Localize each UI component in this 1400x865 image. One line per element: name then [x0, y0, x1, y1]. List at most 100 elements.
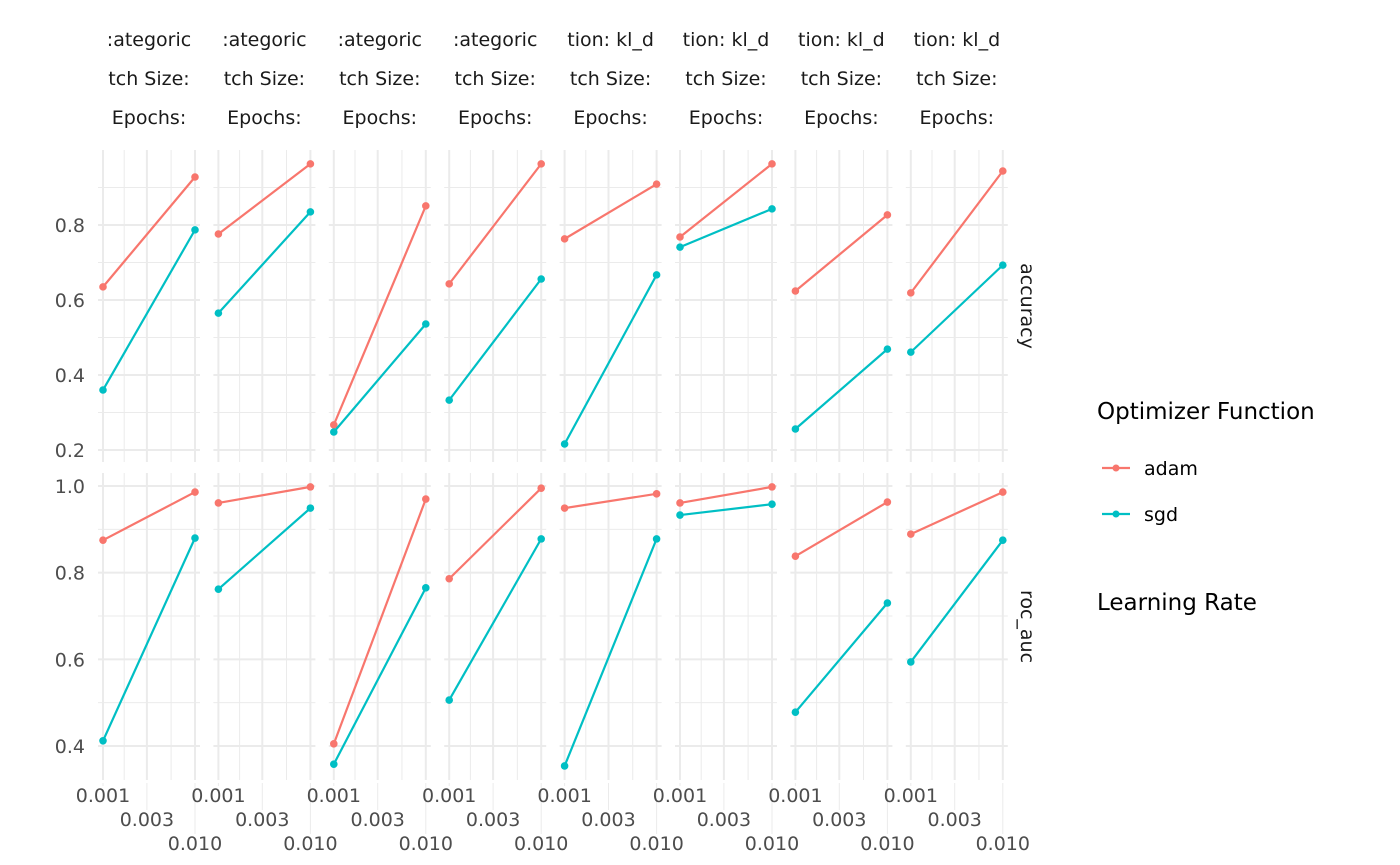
point-sgd — [999, 536, 1007, 544]
x-tick-label: 0.010 — [514, 833, 568, 855]
point-sgd — [191, 534, 199, 542]
line-adam — [794, 501, 888, 558]
line-adam — [332, 498, 427, 745]
strip-label: :ategoric — [338, 29, 422, 51]
line-sgd — [679, 207, 773, 249]
strip-label: tch Size: — [570, 68, 651, 90]
line-sgd — [217, 507, 312, 590]
point-sgd — [768, 500, 776, 509]
point-sgd — [791, 708, 800, 717]
point-sgd — [306, 208, 315, 216]
x-tick-label: 0.010 — [860, 833, 914, 855]
point-adam — [330, 421, 338, 429]
x-tick-label: 0.001 — [537, 785, 591, 807]
point-adam — [445, 280, 454, 288]
point-adam — [191, 488, 199, 496]
line-adam — [217, 163, 312, 235]
strip-label: :ategoric — [453, 29, 537, 51]
point-adam — [191, 173, 199, 181]
point-sgd — [560, 440, 569, 448]
point-adam — [445, 574, 454, 583]
point-adam — [560, 504, 569, 512]
point-adam — [306, 483, 315, 491]
line-adam — [448, 487, 542, 580]
point-sgd — [676, 511, 684, 519]
line-sgd — [679, 503, 773, 517]
point-adam — [907, 530, 915, 538]
strip-label: tch Size: — [108, 68, 189, 90]
line-adam — [102, 491, 196, 542]
panel-accuracy-7 — [790, 150, 893, 462]
x-tick-label: 0.010 — [283, 833, 337, 855]
point-sgd — [768, 205, 776, 213]
line-adam — [794, 214, 889, 292]
point-adam — [537, 160, 545, 168]
point-sgd — [537, 535, 545, 543]
point-sgd — [999, 261, 1007, 269]
strip-label: tch Size: — [455, 68, 536, 90]
y-tick-label: 0.6 — [55, 290, 85, 312]
y-tick-label: 0.4 — [55, 365, 85, 387]
legend-item-sgd: sgd — [1102, 504, 1178, 526]
strip-col-3: :ategoric tch Size: Epochs: — [338, 29, 422, 129]
legend-key-adam-point — [1112, 464, 1120, 472]
point-sgd — [191, 226, 199, 234]
row-strip-roc_auc: roc_auc — [1016, 590, 1038, 663]
point-adam — [537, 484, 545, 492]
y-tick-label: 0.2 — [55, 440, 85, 462]
point-sgd — [330, 760, 338, 768]
point-sgd — [676, 243, 684, 251]
strip-label: Epochs: — [458, 107, 532, 129]
y-tick-label: 0.8 — [55, 563, 85, 585]
x-tick-label: 0.001 — [653, 785, 707, 807]
x-tick-label: 0.010 — [976, 833, 1030, 855]
point-adam — [676, 233, 684, 241]
strip-label: Epochs: — [689, 107, 763, 129]
strip-col-1: :ategoric tch Size: Epochs: — [107, 29, 191, 129]
point-adam — [768, 160, 776, 168]
strip-label: tch Size: — [916, 68, 997, 90]
point-sgd — [306, 504, 315, 512]
strip-label: Epochs: — [343, 107, 417, 129]
point-adam — [791, 287, 800, 295]
strip-label: :ategoric — [222, 29, 306, 51]
point-adam — [214, 499, 223, 507]
point-adam — [99, 283, 107, 291]
x-tick-label: 0.003 — [350, 809, 404, 831]
x-tick-label: 0.003 — [581, 809, 635, 831]
x-tick-label: 0.001 — [307, 785, 361, 807]
point-adam — [907, 289, 915, 297]
strip-label: tch Size: — [685, 68, 766, 90]
x-tick-label: 0.010 — [629, 833, 683, 855]
strip-label: tch Size: — [801, 68, 882, 90]
line-adam — [679, 163, 773, 238]
x-tick-label: 0.001 — [884, 785, 938, 807]
strip-label: Epochs: — [573, 107, 647, 129]
point-sgd — [445, 396, 454, 404]
point-sgd — [422, 320, 430, 328]
strip-label: tion: kl_d — [913, 29, 1000, 51]
point-sgd — [560, 762, 569, 770]
strip-label: Epochs: — [920, 107, 994, 129]
line-sgd — [448, 538, 543, 701]
x-tick-label: 0.003 — [466, 809, 520, 831]
point-sgd — [214, 585, 223, 593]
point-sgd — [907, 658, 915, 666]
panel-accuracy-6 — [675, 150, 777, 462]
legend-label-adam: adam — [1144, 458, 1198, 480]
point-sgd — [883, 345, 892, 353]
line-adam — [218, 485, 311, 505]
strip-label: tch Size: — [339, 68, 420, 90]
x-axis-label: Learning Rate — [1097, 590, 1257, 616]
point-sgd — [907, 348, 915, 356]
point-sgd — [652, 535, 661, 543]
line-sgd — [332, 587, 427, 765]
panels: :ategoric tch Size: Epochs: :ategoric tch S… — [55, 29, 1038, 855]
